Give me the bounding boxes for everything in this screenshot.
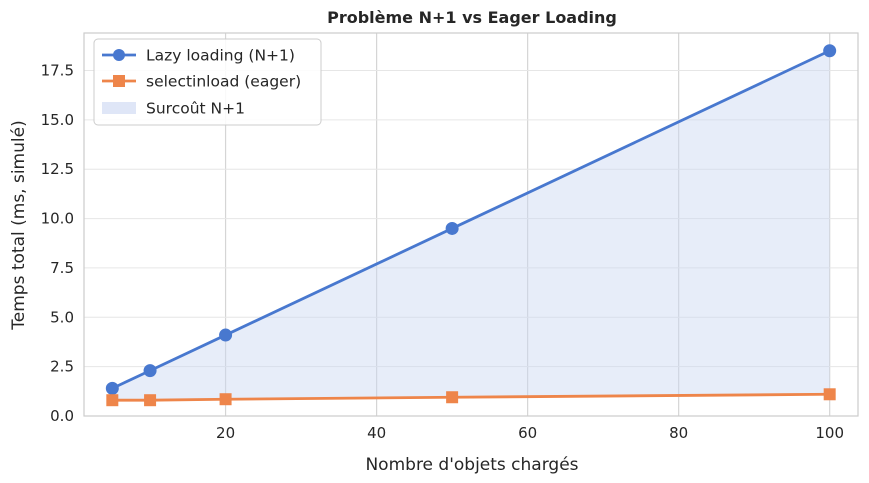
x-tick-label: 80 [669,424,688,442]
legend-marker-square [113,75,125,87]
series-layer [105,44,837,407]
data-point-eager [823,388,836,401]
data-point-lazy [105,381,119,395]
x-tick-label: 60 [518,424,537,442]
legend-marker-circle [113,49,125,61]
data-point-lazy [143,364,157,378]
data-point-eager [446,391,459,404]
data-point-lazy [219,328,233,342]
legend-label-1: Lazy loading (N+1) [146,47,295,65]
y-tick-label: 15.0 [41,111,74,129]
y-axis-label: Temps total (ms, simulé) [9,120,29,330]
data-point-lazy [445,221,459,235]
plot-frame [83,32,859,417]
legend-label-3: Surcoût N+1 [146,100,245,118]
fill-area [112,50,830,401]
data-point-eager [219,393,232,406]
y-tick-label: 7.5 [50,259,74,277]
chart-title: Problème N+1 vs Eager Loading [327,8,617,27]
data-point-eager [144,394,157,407]
y-tick-label: 5.0 [50,308,74,326]
legend-fill-swatch [102,102,136,114]
x-tick-label: 20 [216,424,235,442]
y-tick-label: 12.5 [41,160,74,178]
y-tick-label: 2.5 [50,358,74,376]
y-tick-label: 0.0 [50,407,74,425]
x-axis-ticks: 20 40 60 80 100 [216,424,844,442]
x-tick-label: 40 [367,424,386,442]
legend-frame [93,38,322,126]
y-axis-ticks: 0.0 2.5 5.0 7.5 10.0 12.5 15.0 17.5 [41,62,74,425]
legend-label-2: selectinload (eager) [146,73,301,91]
y-tick-label: 10.0 [41,210,74,228]
data-point-lazy [823,44,837,58]
y-tick-label: 17.5 [41,62,74,80]
legend: Lazy loading (N+1) selectinload (eager) Su… [93,38,322,126]
x-tick-label: 100 [815,424,844,442]
data-point-eager [106,394,119,407]
x-axis-label: Nombre d'objets chargés [365,455,578,475]
fill-surcout-n1 [112,50,830,401]
